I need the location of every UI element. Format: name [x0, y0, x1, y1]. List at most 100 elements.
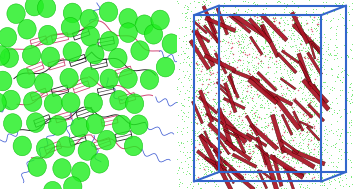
- Point: [212, 120, 217, 123]
- Point: [303, 123, 309, 126]
- Point: [238, 152, 244, 155]
- Point: [215, 95, 221, 98]
- Point: [221, 38, 226, 41]
- Point: [303, 22, 309, 25]
- Point: [258, 17, 264, 20]
- Point: [306, 63, 311, 66]
- Point: [283, 84, 289, 87]
- Point: [232, 103, 237, 106]
- Point: [349, 2, 353, 5]
- Point: [231, 121, 237, 124]
- Point: [273, 62, 279, 65]
- Point: [312, 138, 317, 141]
- Point: [221, 104, 227, 107]
- Point: [218, 164, 223, 167]
- Point: [345, 72, 350, 75]
- Point: [316, 51, 321, 54]
- Point: [331, 187, 337, 189]
- Point: [243, 111, 248, 114]
- Point: [317, 178, 323, 181]
- Point: [289, 137, 294, 140]
- Point: [297, 140, 303, 143]
- Polygon shape: [270, 114, 286, 153]
- Polygon shape: [248, 18, 272, 44]
- Point: [255, 96, 261, 99]
- Point: [296, 172, 302, 175]
- Point: [208, 104, 214, 107]
- Point: [218, 119, 224, 122]
- Point: [180, 40, 186, 43]
- Point: [277, 103, 282, 106]
- Point: [269, 141, 274, 144]
- Point: [230, 102, 236, 105]
- Point: [212, 30, 217, 33]
- Point: [246, 53, 251, 56]
- Point: [246, 70, 251, 73]
- Point: [303, 9, 309, 12]
- Point: [281, 21, 287, 24]
- Point: [197, 133, 203, 136]
- Point: [204, 132, 210, 135]
- Point: [185, 115, 190, 118]
- Point: [226, 36, 232, 39]
- Point: [222, 173, 227, 176]
- Point: [261, 149, 267, 152]
- Point: [293, 175, 299, 178]
- Point: [192, 130, 198, 133]
- Point: [277, 82, 282, 85]
- Polygon shape: [250, 36, 263, 55]
- Point: [336, 108, 342, 112]
- Point: [265, 112, 270, 115]
- Point: [252, 49, 258, 52]
- Point: [291, 71, 296, 74]
- Point: [280, 76, 286, 79]
- Point: [299, 67, 305, 70]
- Point: [293, 25, 298, 28]
- Point: [244, 123, 250, 126]
- Point: [325, 48, 330, 51]
- Point: [229, 133, 235, 136]
- Point: [199, 75, 205, 78]
- Point: [178, 52, 184, 55]
- Point: [285, 34, 291, 37]
- Point: [318, 49, 323, 52]
- Point: [324, 101, 329, 104]
- Point: [296, 57, 301, 60]
- Point: [349, 183, 353, 186]
- Polygon shape: [206, 113, 224, 125]
- Point: [306, 145, 311, 148]
- Point: [275, 127, 281, 130]
- Point: [216, 78, 221, 81]
- Point: [265, 121, 270, 124]
- Point: [328, 161, 334, 164]
- Point: [310, 10, 316, 13]
- Point: [303, 98, 308, 101]
- Point: [297, 14, 303, 17]
- Point: [238, 78, 244, 81]
- Point: [331, 9, 337, 12]
- Point: [222, 109, 228, 112]
- Point: [269, 138, 275, 141]
- Point: [232, 36, 237, 40]
- Polygon shape: [256, 137, 268, 165]
- Point: [306, 121, 312, 124]
- Point: [195, 111, 200, 114]
- Point: [263, 2, 268, 5]
- Point: [308, 113, 313, 116]
- Point: [296, 46, 302, 49]
- Point: [286, 88, 292, 91]
- Point: [252, 31, 258, 34]
- Point: [213, 167, 218, 170]
- Point: [235, 50, 241, 53]
- Point: [174, 0, 180, 2]
- Point: [246, 140, 251, 143]
- Point: [271, 151, 276, 154]
- Point: [317, 36, 323, 39]
- Point: [204, 49, 210, 52]
- Point: [306, 0, 312, 2]
- Point: [345, 11, 351, 14]
- Point: [249, 150, 255, 153]
- Point: [322, 33, 327, 36]
- Point: [241, 48, 247, 51]
- Point: [310, 38, 316, 41]
